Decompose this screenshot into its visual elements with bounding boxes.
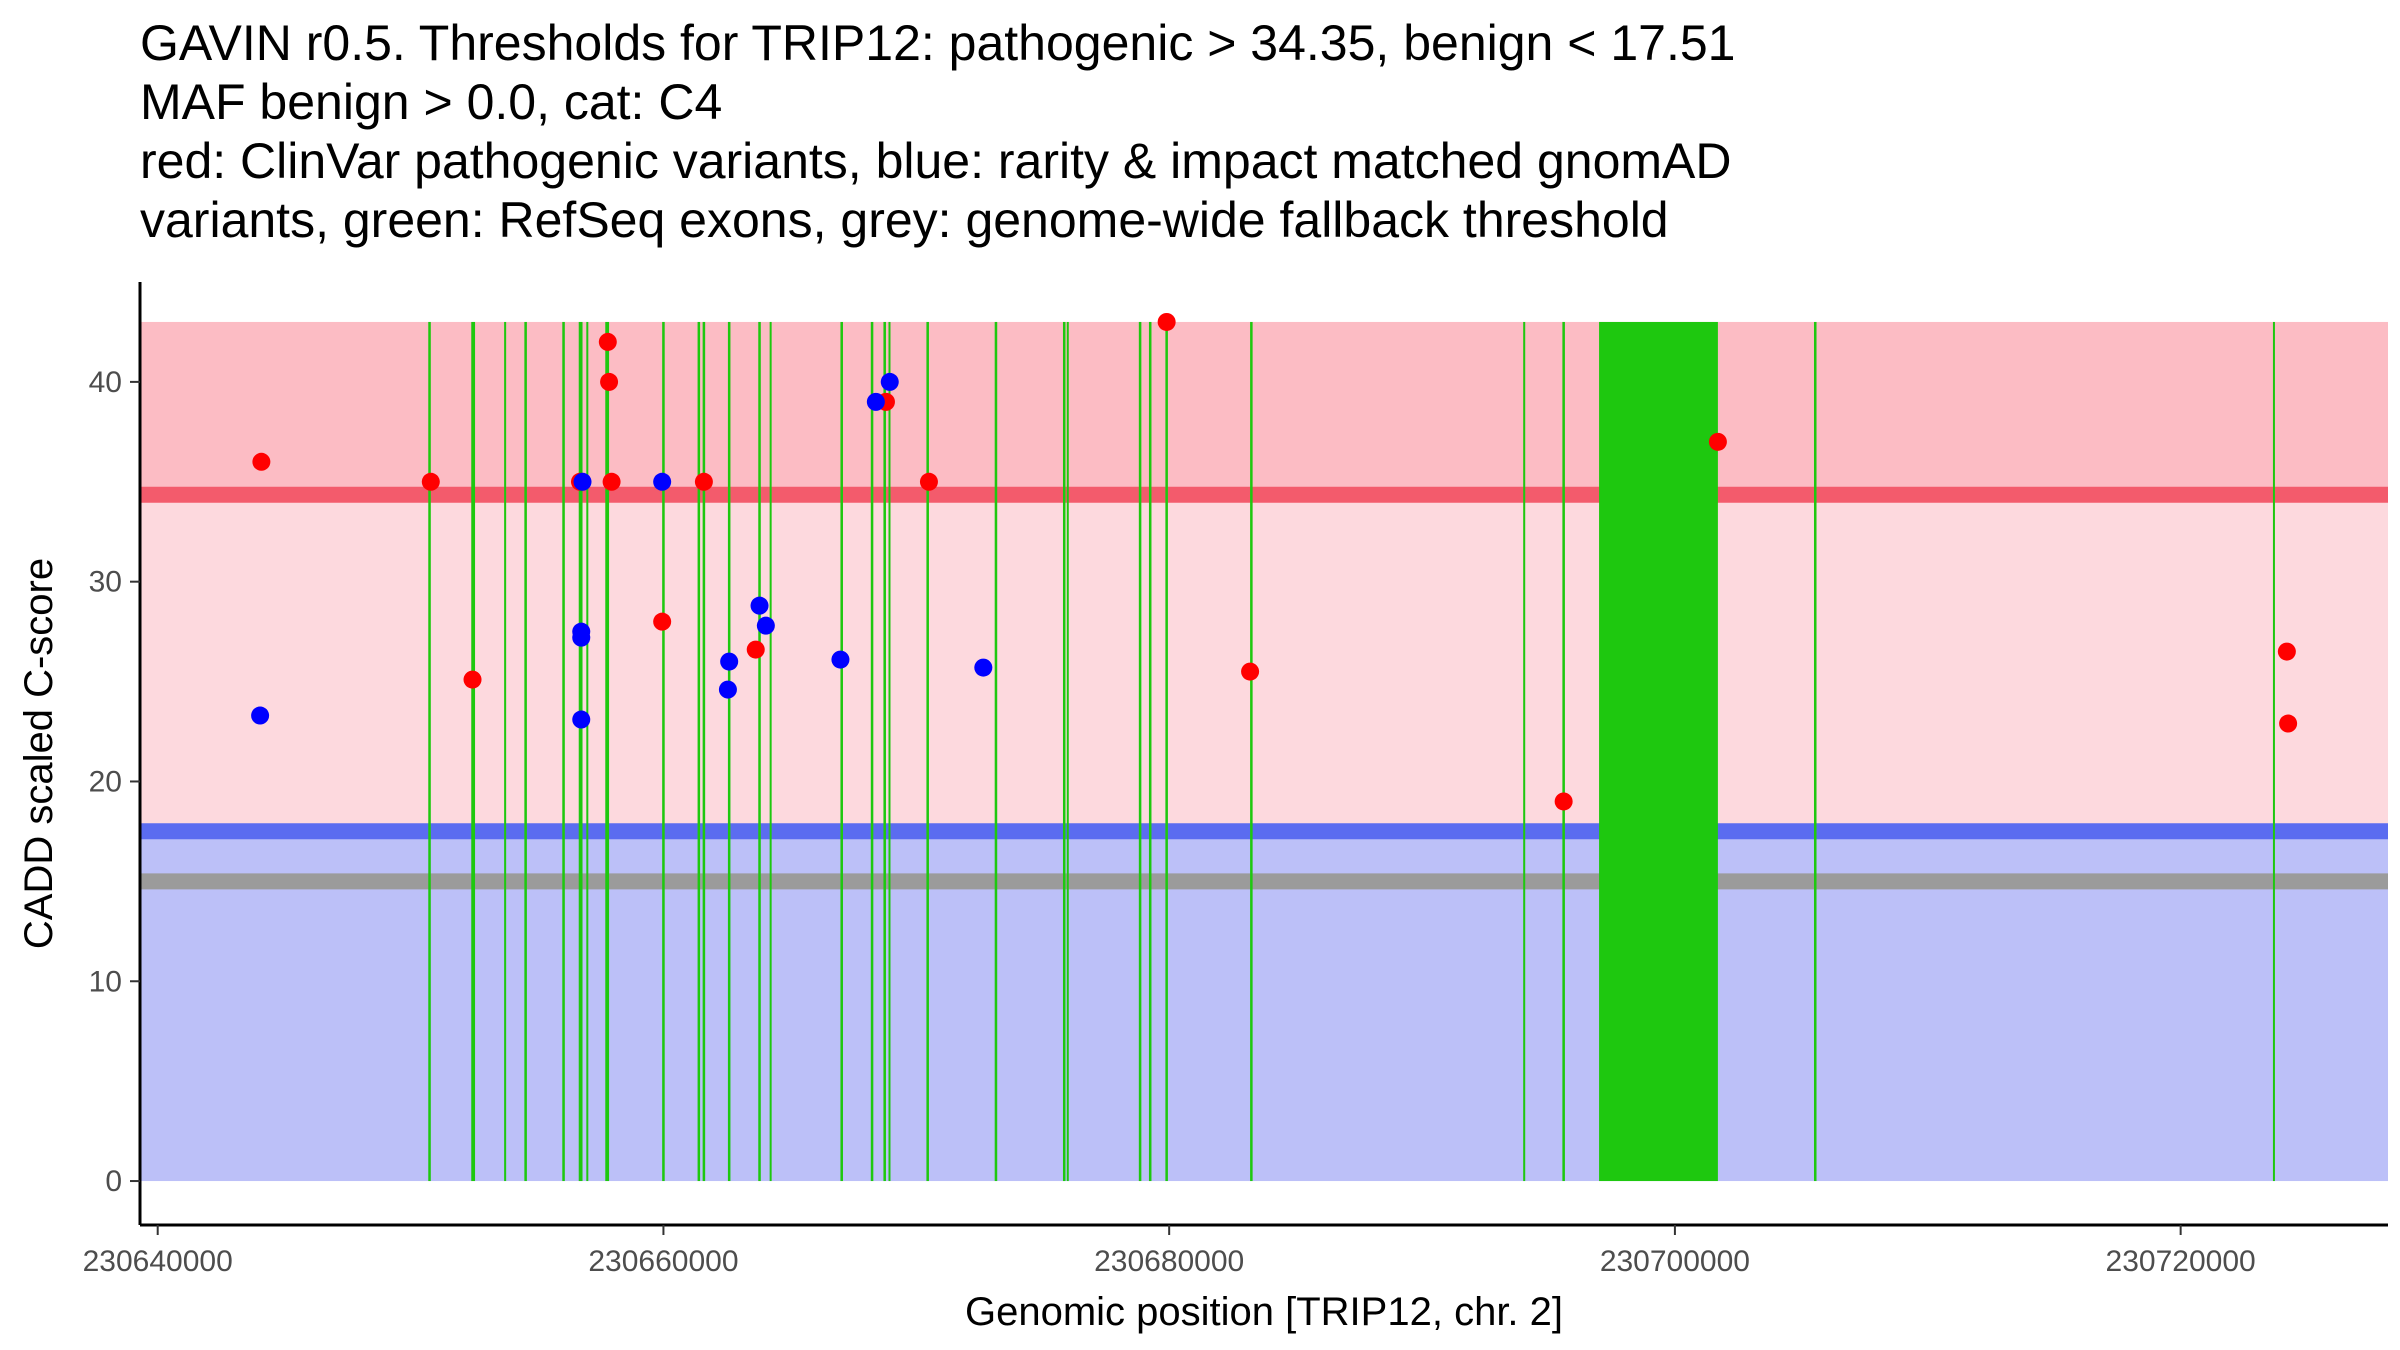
benign-zone-band xyxy=(140,831,2388,1182)
gnomad-point-4 xyxy=(572,710,591,729)
title-line-3: red: ClinVar pathogenic variants, blue: … xyxy=(140,133,1732,189)
uncertain-zone-band xyxy=(140,494,2388,832)
exon-20 xyxy=(994,321,998,1182)
clinvar-point-18 xyxy=(2279,714,2298,733)
gnomad-point-14 xyxy=(974,658,993,677)
exon-8 xyxy=(605,321,610,1182)
y-axis-title: CADD scaled C-score xyxy=(17,558,61,949)
y-tick-label: 30 xyxy=(89,566,122,599)
gnomad-point-9 xyxy=(750,596,769,615)
gnomad-point-5 xyxy=(573,472,592,491)
y-tick-label: 0 xyxy=(105,1165,122,1198)
clinvar-point-2 xyxy=(421,472,440,491)
exon-11 xyxy=(702,321,706,1182)
exon-14 xyxy=(769,321,772,1182)
exon-12 xyxy=(727,321,731,1182)
title-line-2: MAF benign > 0.0, cat: C4 xyxy=(140,74,723,130)
exon-15 xyxy=(840,321,843,1182)
clinvar-point-16 xyxy=(1708,432,1727,451)
x-axis-title: Genomic position [TRIP12, chr. 2] xyxy=(965,1290,1563,1334)
clinvar-point-3 xyxy=(463,670,482,689)
exon-5 xyxy=(562,321,565,1182)
exon-16 xyxy=(870,321,874,1182)
background-bands xyxy=(140,321,2388,1182)
exon-31 xyxy=(2272,321,2275,1182)
clinvar-point-6 xyxy=(600,372,619,391)
x-tick-label: 230680000 xyxy=(1094,1245,1244,1278)
y-tick-label: 10 xyxy=(89,965,122,998)
gnomad-point-6 xyxy=(653,472,672,491)
exon-1 xyxy=(428,321,431,1182)
exon-3 xyxy=(504,321,507,1182)
gnomad-point-1 xyxy=(251,706,270,725)
gnomad-point-11 xyxy=(831,650,850,669)
exon-24 xyxy=(1148,321,1152,1182)
clinvar-point-17 xyxy=(2277,642,2296,661)
gnomad-point-7 xyxy=(720,652,739,671)
exon-27 xyxy=(1523,321,1526,1182)
variant-points xyxy=(251,312,2298,811)
clinvar-point-9 xyxy=(694,472,713,491)
clinvar-point-10 xyxy=(746,640,765,659)
axes xyxy=(138,282,2388,1227)
pathogenic-zone-band xyxy=(140,321,2388,495)
exon-29 xyxy=(1599,321,1718,1182)
gnomad-point-10 xyxy=(756,616,775,635)
exon-28 xyxy=(1562,321,1565,1182)
chart-title: GAVIN r0.5. Thresholds for TRIP12: patho… xyxy=(140,14,1735,250)
clinvar-point-13 xyxy=(1157,312,1176,331)
clinvar-point-14 xyxy=(1241,662,1260,681)
x-tick-label: 230640000 xyxy=(83,1245,233,1278)
y-tick-label: 40 xyxy=(89,366,122,399)
gnomad-point-8 xyxy=(718,680,737,699)
x-tick-label: 230720000 xyxy=(2106,1245,2256,1278)
exon-markers xyxy=(428,321,2275,1182)
exon-23 xyxy=(1138,321,1142,1182)
y-tick-label: 20 xyxy=(89,765,122,798)
exon-25 xyxy=(1165,321,1168,1182)
exon-9 xyxy=(662,321,665,1182)
exon-18 xyxy=(888,321,891,1182)
clinvar-point-5 xyxy=(598,332,617,351)
exon-26 xyxy=(1250,321,1253,1182)
exon-22 xyxy=(1066,321,1069,1182)
clinvar-point-15 xyxy=(1554,792,1573,811)
exon-30 xyxy=(1813,321,1817,1182)
gnomad-point-3 xyxy=(572,628,591,647)
gnomad-point-13 xyxy=(880,372,899,391)
exon-13 xyxy=(758,321,761,1182)
exon-21 xyxy=(1062,321,1066,1182)
exon-19 xyxy=(926,321,929,1182)
title-line-4: variants, green: RefSeq exons, grey: gen… xyxy=(140,192,1669,248)
exon-4 xyxy=(524,321,527,1182)
clinvar-point-1 xyxy=(252,452,271,471)
x-tick-label: 230700000 xyxy=(1600,1245,1750,1278)
clinvar-point-8 xyxy=(653,612,672,631)
clinvar-point-7 xyxy=(602,472,621,491)
y-axis-ticks: 0 10 20 30 40 xyxy=(89,366,140,1198)
gnomad-point-12 xyxy=(866,392,885,411)
threshold-lines xyxy=(140,486,2388,890)
exon-7 xyxy=(586,321,589,1182)
clinvar-point-12 xyxy=(919,472,938,491)
x-axis-ticks: 230640000 230660000 230680000 230700000 2307… xyxy=(83,1225,2256,1278)
exon-6 xyxy=(578,321,583,1182)
exon-17 xyxy=(883,321,886,1182)
exon-2 xyxy=(471,321,476,1182)
x-tick-label: 230660000 xyxy=(588,1245,738,1278)
exon-10 xyxy=(697,321,701,1182)
title-line-1: GAVIN r0.5. Thresholds for TRIP12: patho… xyxy=(140,15,1736,71)
